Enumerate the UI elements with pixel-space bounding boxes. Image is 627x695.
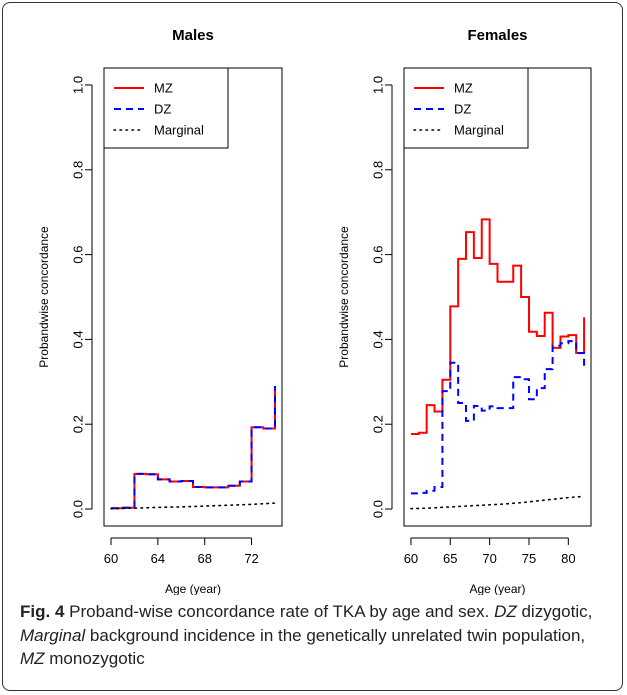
series-marginal-line: [110, 502, 276, 510]
y-axis: 0.0 0.2 0.4 0.6 0.8 1.0 Probandwise concordanc…: [37, 76, 93, 518]
x-tick-label: 72: [244, 551, 258, 566]
series-mz-line: [410, 218, 586, 435]
x-tick-label: 70: [482, 551, 496, 566]
caption-marginal-text: background incidence in the genetically …: [85, 625, 586, 645]
y-tick-label: 0.4: [371, 330, 386, 348]
y-tick-label: 0.0: [71, 500, 86, 518]
legend-label-marginal: Marginal: [454, 123, 504, 138]
series-marginal-line: [410, 495, 585, 510]
x-tick-label: 65: [443, 551, 457, 566]
chart-title: Males: [172, 27, 214, 44]
figure-panels: Males 60 64 68 72 Age (year) 0.0 0.2 0.4 0.6 0.8 1.…: [37, 27, 592, 595]
y-tick-label: 0.2: [371, 415, 386, 433]
figure-caption: Fig. 4 Proband-wise concordance rate of …: [20, 600, 612, 671]
caption-dz-text: dizygotic,: [516, 602, 593, 621]
x-tick-label: 68: [197, 551, 211, 566]
y-tick-label: 1.0: [371, 76, 386, 94]
x-axis: 60 65 70 75 80 Age (year): [404, 537, 576, 595]
chart-males: Males 60 64 68 72 Age (year) 0.0 0.2 0.4 0.6 0.8 1.…: [37, 27, 283, 595]
chart-title: Females: [467, 27, 527, 44]
x-axis-label: Age (year): [469, 582, 525, 595]
series-dz-line: [111, 386, 276, 510]
y-axis: 0.0 0.2 0.4 0.6 0.8 1.0 Probandwise concordanc…: [337, 76, 393, 518]
caption-marginal-abbr: Marginal: [20, 625, 86, 645]
y-tick-label: 0.6: [71, 246, 86, 264]
legend: MZ DZ Marginal: [103, 67, 229, 149]
y-tick-label: 0.6: [371, 246, 386, 264]
y-tick-label: 0.4: [71, 330, 86, 348]
series-layer: [410, 218, 586, 510]
legend-label-dz: DZ: [154, 102, 171, 117]
caption-mz-text: monozygotic: [44, 649, 145, 668]
figure-label: Fig. 4: [20, 602, 65, 621]
y-axis-label: Probandwise concordance: [337, 226, 351, 368]
y-axis-label: Probandwise concordance: [37, 226, 51, 368]
y-tick-label: 0.2: [71, 415, 86, 433]
x-axis-label: Age (year): [165, 582, 221, 595]
legend: MZ DZ Marginal: [403, 67, 529, 149]
y-tick-label: 0.8: [371, 161, 386, 179]
series-layer: [110, 386, 276, 510]
x-tick-label: 64: [151, 551, 165, 566]
series-dz-line: [410, 340, 586, 495]
x-tick-label: 60: [104, 551, 118, 566]
y-tick-label: 0.8: [71, 161, 86, 179]
caption-dz-abbr: DZ: [494, 602, 517, 621]
x-axis: 60 64 68 72 Age (year): [104, 537, 259, 595]
y-tick-label: 0.0: [371, 500, 386, 518]
legend-box: [403, 67, 529, 149]
legend-label-mz: MZ: [454, 81, 473, 96]
caption-mz-abbr: MZ: [20, 649, 45, 668]
caption-text: Proband-wise concordance rate of TKA by …: [64, 602, 495, 621]
x-tick-label: 75: [522, 551, 536, 566]
legend-label-dz: DZ: [454, 102, 471, 117]
x-tick-label: 60: [404, 551, 418, 566]
legend-label-mz: MZ: [154, 81, 173, 96]
legend-label-marginal: Marginal: [154, 123, 204, 138]
series-mz-line: [111, 386, 276, 510]
legend-box: [103, 67, 229, 149]
y-tick-label: 1.0: [71, 76, 86, 94]
x-tick-label: 80: [561, 551, 575, 566]
